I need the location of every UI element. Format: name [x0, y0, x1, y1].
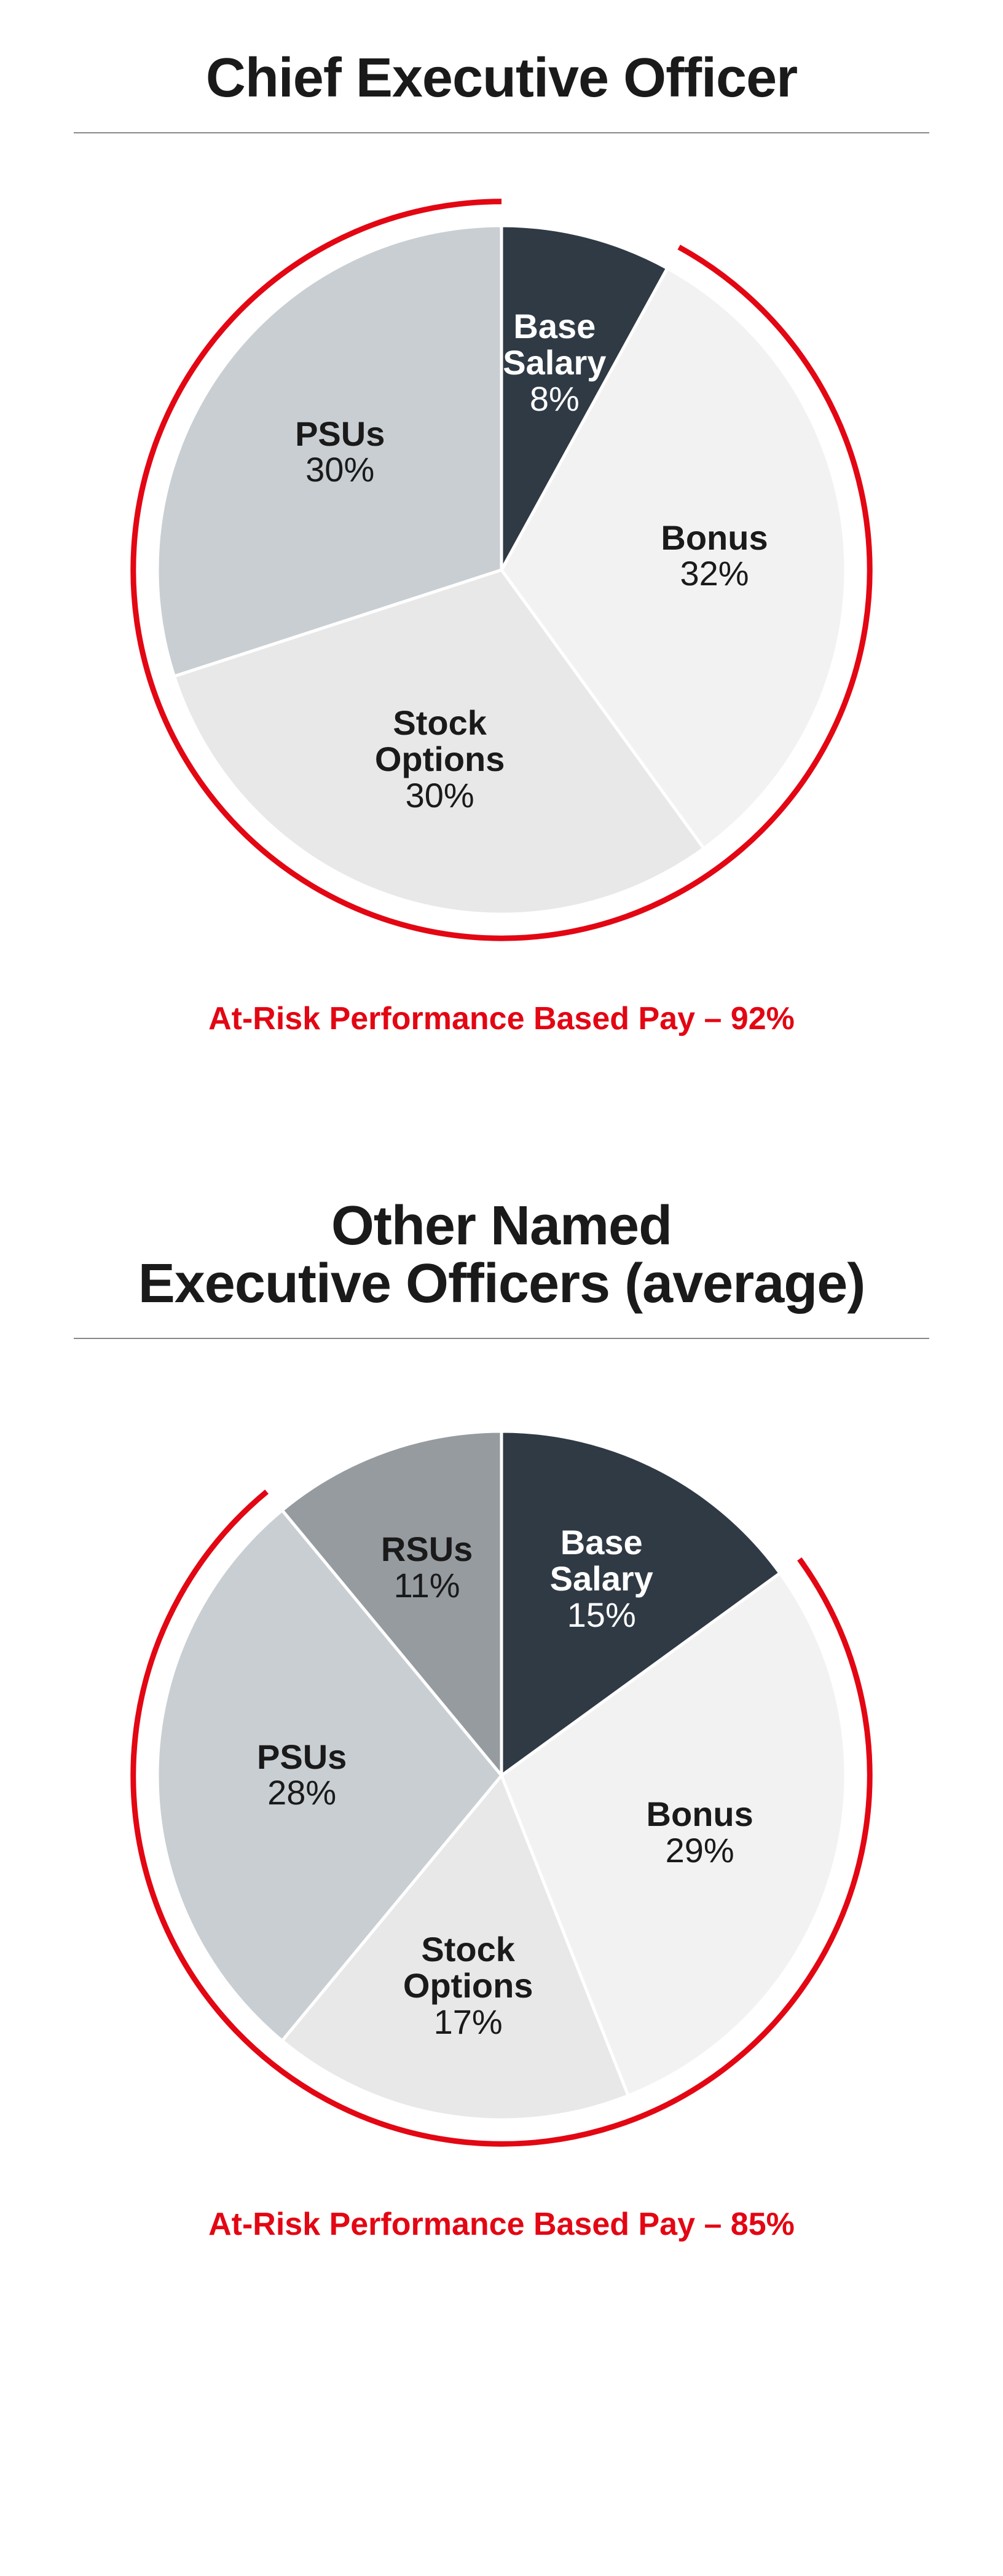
chart-title: Chief Executive Officer	[74, 49, 929, 108]
pie-chart: BaseSalary8%Bonus32%StockOptions30%PSUs3…	[108, 176, 895, 963]
chart-title: Other NamedExecutive Officers (average)	[74, 1197, 929, 1313]
pie-chart: RSUs11%BaseSalary15%Bonus29%StockOptions…	[108, 1382, 895, 2169]
chart-block: Chief Executive Officer BaseSalary8%Bonus…	[74, 49, 929, 1037]
chart-caption: At-Risk Performance Based Pay – 92%	[74, 1000, 929, 1037]
page: Chief Executive Officer BaseSalary8%Bonus…	[0, 0, 1003, 2317]
divider	[74, 1338, 929, 1339]
chart-caption: At-Risk Performance Based Pay – 85%	[74, 2206, 929, 2243]
divider	[74, 132, 929, 133]
chart-block: Other NamedExecutive Officers (average) R…	[74, 1197, 929, 2243]
